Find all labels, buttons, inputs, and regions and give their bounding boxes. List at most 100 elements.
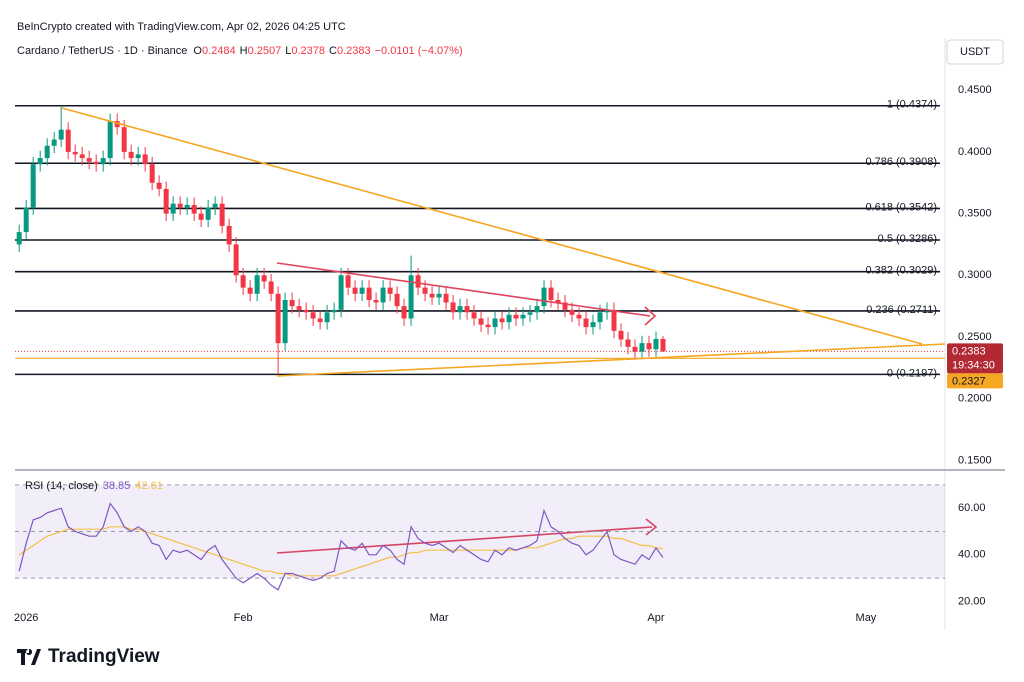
change: −0.0101 (−4.07%)	[375, 45, 463, 57]
candle-body	[128, 151, 134, 159]
candle-body	[380, 287, 386, 303]
candle-body	[72, 151, 78, 155]
y-tick-label: 0.3500	[958, 207, 992, 219]
fib-label: 0.5 (0.3286)	[878, 233, 937, 245]
candle-body	[317, 318, 323, 323]
candle-body	[240, 275, 246, 288]
candle-body	[289, 299, 295, 307]
ohlc-value: 0.2378	[291, 45, 325, 57]
candle-body	[653, 338, 659, 350]
candle-body	[219, 203, 225, 226]
candle-body	[191, 204, 197, 214]
y-tick-label: 0.1500	[958, 454, 992, 466]
candle-body	[394, 293, 400, 307]
candle-body	[611, 309, 617, 331]
y-tick-label: 0.2000	[958, 393, 992, 405]
candle-body	[625, 339, 631, 347]
candle-body	[268, 281, 274, 294]
line-price-box	[947, 373, 1003, 389]
candle-body	[30, 164, 36, 208]
candle-body	[65, 129, 71, 152]
candle-body	[121, 127, 127, 152]
candle-body	[93, 161, 99, 165]
candle-body	[23, 207, 29, 233]
symbol: Cardano / TetherUS · 1D · Binance	[17, 45, 187, 57]
candle-body	[205, 207, 211, 220]
candle-body	[233, 244, 239, 276]
y-tick-label: 0.4500	[958, 84, 992, 96]
candle-body	[387, 287, 393, 294]
logo	[17, 649, 41, 665]
resistance-line	[276, 262, 651, 317]
candle-body	[51, 139, 57, 146]
candle-body	[352, 287, 358, 294]
candle-body	[324, 312, 330, 323]
fib-label: 0 (0.2197)	[887, 367, 937, 379]
candle-body	[107, 121, 113, 159]
candle-body	[618, 330, 624, 340]
candle-body	[366, 287, 372, 300]
last-price-label: 0.2383	[952, 345, 986, 357]
candle-body	[583, 318, 589, 328]
candle-body	[436, 293, 442, 298]
candle-body	[170, 203, 176, 214]
fib-label: 0.618 (0.3542)	[865, 201, 937, 213]
candle-body	[401, 306, 407, 319]
candle-body	[506, 314, 512, 323]
rsi-line	[18, 502, 664, 591]
ohlc-value: 0.2507	[248, 45, 282, 57]
candle-body	[492, 318, 498, 328]
candle-body	[177, 203, 183, 208]
line-price-label: 0.2327	[952, 375, 986, 387]
x-tick-label: Apr	[647, 612, 664, 624]
candle-body	[646, 343, 652, 350]
main-pane: 0.4500 0.4000 0.3500 0.3000 0.2500 0.2000 0.15…	[15, 84, 1003, 466]
candle-body	[303, 309, 309, 313]
candle-body	[632, 346, 638, 352]
rsi-value: 42.61	[135, 480, 163, 492]
candle-body	[422, 287, 428, 294]
candle-body	[261, 275, 267, 282]
candle-body	[79, 154, 85, 159]
candle-body	[44, 145, 50, 159]
legend: Cardano / TetherUS · 1D · Binance O0.2484…	[17, 45, 463, 57]
currency[interactable]: USDT	[960, 46, 990, 58]
candle-body	[16, 232, 22, 245]
candle-body	[114, 121, 120, 128]
x-tick-label: Feb	[234, 612, 253, 624]
candle-body	[212, 203, 218, 208]
ohlc-key: L	[285, 45, 291, 57]
candle-body	[513, 314, 519, 319]
candle-body	[58, 129, 64, 140]
candle-body	[331, 309, 337, 313]
arrow-head	[644, 306, 657, 326]
logo-text: TradingView	[48, 646, 160, 667]
y-tick-label: 0.3000	[958, 269, 992, 281]
candle-body	[142, 154, 148, 165]
candle-body	[408, 275, 414, 319]
credit: BeInCrypto created with TradingView.com,…	[17, 21, 346, 33]
rsi-line	[18, 526, 664, 577]
x-tick-label: Mar	[430, 612, 449, 624]
fib-label: 0.382 (0.3029)	[865, 265, 937, 277]
candle-body	[310, 312, 316, 319]
currency-box[interactable]	[946, 39, 1004, 65]
fib-label: 0.786 (0.3908)	[865, 156, 937, 168]
candle-body	[541, 287, 547, 307]
candle-body	[569, 309, 575, 315]
x-tick-label: May	[856, 612, 877, 624]
rsi-pane: 60.00 40.00 20.00 RSI (14, close) 38.85 42.61	[15, 480, 986, 607]
candle-body	[590, 322, 596, 328]
candle-body	[520, 314, 526, 319]
y-tick-label: 40.00	[958, 549, 986, 561]
arrow-head	[645, 518, 658, 536]
candle-body	[415, 275, 421, 288]
candle-body	[296, 306, 302, 310]
last-price-box	[947, 343, 1003, 374]
candle-body	[338, 275, 344, 310]
candle-body	[226, 225, 232, 245]
candle-body	[100, 158, 106, 165]
y-tick-label: 20.00	[958, 595, 986, 607]
candle-body	[555, 299, 561, 303]
y-tick-label: 0.4000	[958, 146, 992, 158]
